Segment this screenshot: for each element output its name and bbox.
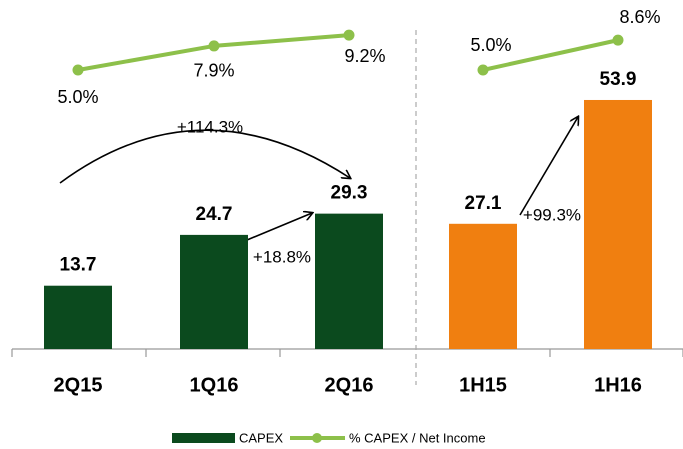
- line: [482, 38, 619, 72]
- arrow: [246, 213, 312, 241]
- x-tick-label: 2Q15: [54, 374, 103, 396]
- value-label: 9.2%: [344, 46, 385, 66]
- value-label: 5.0%: [470, 35, 511, 55]
- x-tick-label: 1H15: [459, 374, 507, 396]
- line-marker: [612, 34, 624, 46]
- bar: [584, 99, 652, 350]
- arrow: [519, 117, 578, 216]
- x-tick-label: 2Q16: [325, 374, 374, 396]
- bar: [44, 285, 112, 349]
- x-tick-label: 1H16: [594, 374, 642, 396]
- legend-swatch: [172, 433, 235, 443]
- bar: [315, 213, 383, 349]
- value-label: 53.9: [600, 69, 637, 90]
- value-label: 29.3: [331, 183, 368, 204]
- bar: [180, 234, 248, 349]
- annotation: +18.8%: [253, 247, 311, 266]
- bar: [449, 223, 517, 349]
- line-marker: [477, 64, 489, 76]
- value-label: 8.6%: [619, 7, 660, 27]
- line-marker: [72, 64, 84, 76]
- value-label: 13.7: [60, 255, 97, 276]
- line-marker: [208, 40, 220, 52]
- legend-label: CAPEX: [239, 430, 283, 445]
- value-label: 5.0%: [57, 87, 98, 107]
- value-label: 27.1: [465, 193, 502, 214]
- value-label: 24.7: [196, 204, 233, 225]
- value-label: 7.9%: [193, 61, 234, 81]
- x-tick-label: 1Q16: [190, 374, 239, 396]
- annotation: +99.3%: [523, 205, 581, 224]
- legend-swatch: [312, 433, 322, 443]
- legend-label: % CAPEX / Net Income: [349, 430, 486, 445]
- arrow: [59, 129, 350, 184]
- annotation: +114.3%: [177, 117, 243, 136]
- line-marker: [343, 29, 355, 41]
